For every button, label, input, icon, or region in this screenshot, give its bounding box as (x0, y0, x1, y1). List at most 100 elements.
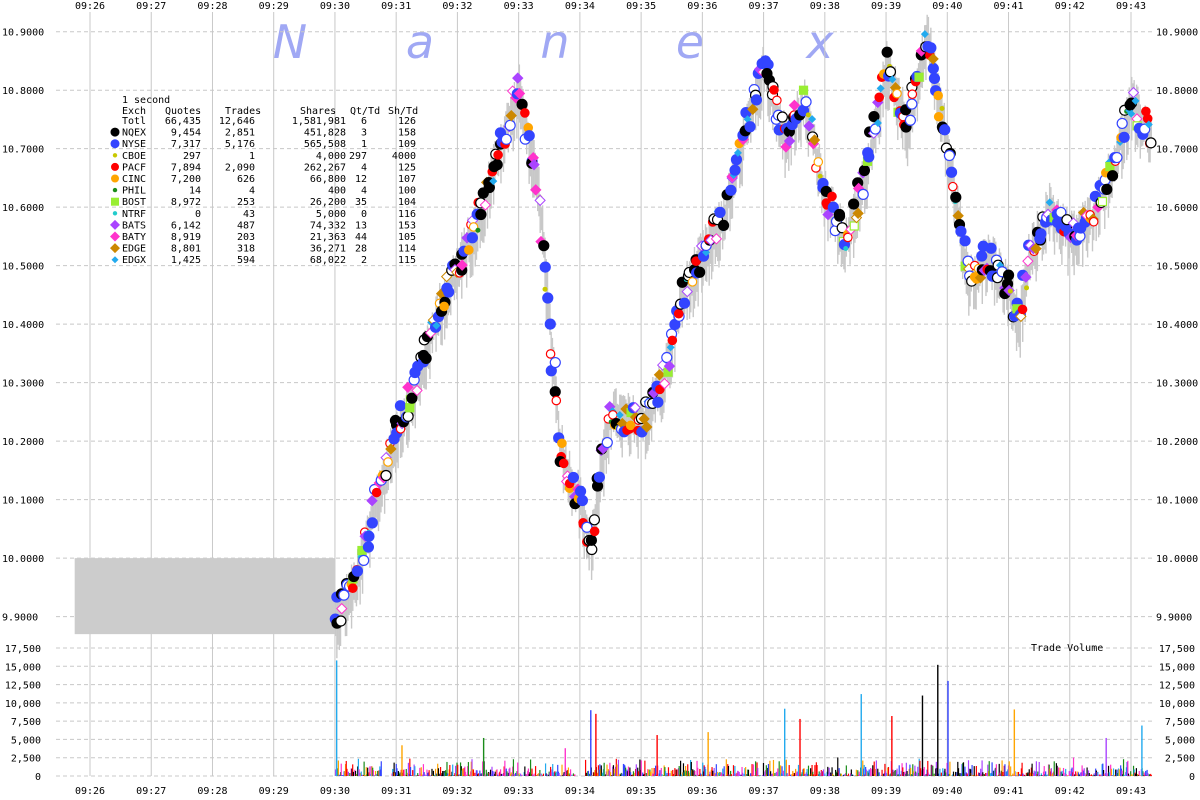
volume-bar (970, 772, 972, 776)
volume-bar (1042, 771, 1045, 776)
trade-marker-nqex (491, 159, 503, 171)
volume-bar (793, 772, 795, 776)
volume-bar (906, 771, 908, 776)
volume-bar (471, 759, 473, 776)
trade-marker-pacf (347, 583, 358, 593)
volume-bar (557, 764, 559, 776)
quote-range-bar (566, 458, 568, 479)
volume-bar (930, 764, 932, 776)
volume-bar (709, 771, 711, 776)
trade-marker-pacf (1142, 113, 1153, 124)
volume-bar (727, 764, 729, 776)
volume-bar (1000, 770, 1002, 776)
volume-bar (446, 761, 448, 776)
volume-bar (351, 768, 353, 776)
legend-value: 14 (189, 186, 201, 197)
volume-bar (863, 764, 865, 776)
volume-bar (620, 772, 622, 776)
volume-bar (1080, 772, 1082, 776)
volume-bar (688, 775, 690, 776)
volume-bar (987, 764, 989, 776)
volume-bar (1060, 772, 1062, 776)
volume-bar (624, 767, 627, 776)
volume-bar (462, 768, 464, 776)
legend-value: 4 (361, 186, 367, 197)
volume-bar (997, 774, 1000, 776)
volume-bar (1145, 775, 1147, 776)
volume-bar (945, 772, 947, 776)
legend-value: 5,176 (225, 139, 255, 150)
volume-bar (355, 774, 357, 776)
volume-bar (1032, 773, 1034, 776)
volume-bar (1029, 772, 1031, 776)
volume-bar (539, 769, 541, 776)
quote-range-bar (879, 87, 882, 138)
volume-bar (736, 772, 738, 776)
volume-bar (977, 774, 979, 776)
volume-bar (884, 763, 886, 776)
x-tick-top: 09:41 (993, 1, 1023, 12)
legend-value: 26,200 (310, 197, 346, 208)
x-tick-bottom: 09:39 (871, 786, 901, 797)
volume-bar (672, 773, 675, 776)
volume-bar (644, 760, 646, 776)
volume-bar (1130, 771, 1132, 776)
volume-bar (1120, 768, 1122, 776)
volume-bar (623, 764, 625, 776)
volume-bar (624, 765, 626, 776)
trade-marker-nyse (678, 297, 691, 309)
trade-marker-nqex (1106, 170, 1119, 182)
volume-bar (806, 769, 808, 776)
legend-value: 153 (398, 220, 416, 231)
volume-bar (440, 775, 442, 776)
volume-bar (1047, 764, 1050, 776)
volume-bar (827, 774, 830, 776)
quote-range-bar (1067, 214, 1069, 276)
volume-bar (889, 774, 891, 776)
volume-bar (893, 770, 895, 776)
volume-bar (626, 769, 628, 776)
volume-bar (426, 769, 428, 776)
y-tick-right: 10.0000 (1156, 554, 1198, 565)
trade-marker-edgx (873, 118, 882, 127)
quote-range-bar (948, 139, 950, 186)
quote-range-bar (1150, 121, 1152, 149)
volume-bar (542, 775, 544, 776)
volume-bar (513, 773, 515, 776)
volume-bar (777, 768, 779, 776)
volume-bar (862, 760, 864, 776)
quote-range-bar (578, 480, 581, 539)
volume-bar (1009, 774, 1011, 776)
volume-peak-bar (1105, 737, 1107, 776)
volume-bar (737, 771, 740, 776)
legend-marker (110, 127, 120, 137)
volume-bar (1094, 774, 1096, 776)
volume-bar (414, 766, 416, 776)
volume-bar (907, 774, 910, 776)
quote-range-bar (942, 105, 944, 133)
quote-range-bar (598, 471, 600, 524)
volume-bar (878, 772, 880, 776)
volume-bar (679, 774, 681, 776)
volume-bar (1077, 772, 1080, 776)
legend-row: NYSE 7,317 5,176 565,508 1 109 (110, 139, 416, 150)
trade-marker-bats (366, 495, 378, 507)
volume-bar (715, 764, 717, 776)
legend-row: BATS 6,142 487 74,332 13 153 (110, 219, 416, 231)
volume-bar (1125, 767, 1127, 776)
volume-bar (931, 764, 933, 776)
trade-marker-cinc (933, 90, 943, 101)
volume-bar (354, 769, 356, 776)
volume-bar (1018, 774, 1020, 776)
volume-bar (1012, 773, 1014, 776)
vol-tick-right: 10,000 (1159, 699, 1195, 710)
volume-bar (1021, 762, 1023, 776)
quote-range-bar (726, 192, 729, 230)
volume-bar (815, 762, 817, 776)
volume-peak-bar (590, 710, 592, 776)
legend-row: BATY 8,919 203 21,363 44 105 (110, 231, 416, 243)
legend-value: 8,919 (171, 232, 201, 243)
trade-marker-pacf (843, 232, 853, 243)
quote-range-bar (920, 43, 922, 88)
volume-bar (744, 768, 746, 776)
